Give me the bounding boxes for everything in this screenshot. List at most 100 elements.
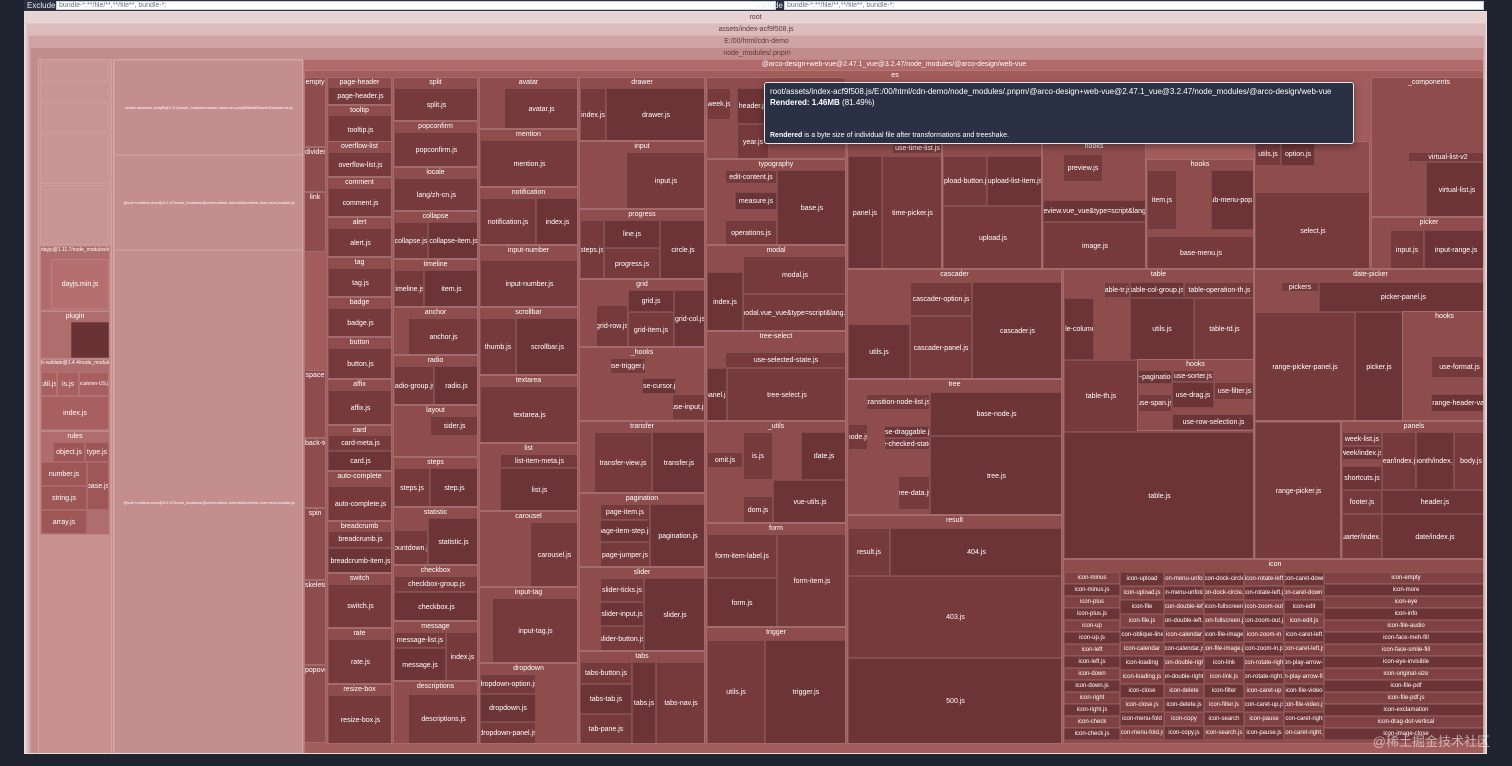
icon-file-leaf[interactable]: icon-link [1204, 656, 1244, 670]
group-_components[interactable]: _components virtual-list-v2 virtual-list.j… [1371, 77, 1483, 217]
icon-file-leaf[interactable]: icon-fullscreen.js [1204, 614, 1244, 628]
file-leaf[interactable]: statistic.js [428, 518, 477, 564]
file-leaf[interactable]: date.js [801, 432, 845, 480]
icon-file-leaf[interactable]: icon-loading.js [1120, 670, 1164, 684]
group-descriptions[interactable]: descriptions descriptions.js [393, 681, 478, 744]
file-leaf[interactable]: slider-button.js [600, 626, 644, 650]
file-leaf[interactable]: tabs.js [632, 662, 656, 743]
group-overflow-list[interactable]: overflow-list overflow-list.js [327, 141, 392, 177]
icon-file-leaf[interactable]: icon-double-right.js [1164, 670, 1204, 684]
file-leaf[interactable]: use-input.js [672, 394, 704, 420]
group-divider[interactable]: divider [305, 147, 326, 192]
icon-file-leaf[interactable]: icon-right [1064, 692, 1120, 704]
file-leaf[interactable]: tree.js [930, 436, 1061, 514]
file-leaf[interactable]: alert.js [328, 228, 391, 256]
file-leaf[interactable]: comment.js [328, 188, 391, 216]
file-leaf[interactable]: scrollbar.js [516, 318, 577, 374]
file-leaf[interactable]: list.js [500, 468, 577, 510]
group-cascader[interactable]: cascader cascader-option.js utils.js cascad… [847, 269, 1062, 379]
file-leaf[interactable]: month/index.js [1416, 432, 1454, 490]
file-leaf[interactable]: page-item-step.js [600, 520, 650, 542]
leaf-number[interactable]: number.js [41, 462, 87, 486]
icon-file-leaf[interactable]: icon-file-video [1284, 684, 1324, 698]
file-leaf[interactable]: utils.js [848, 324, 910, 378]
icon-file-leaf[interactable]: icon-zoom-out [1244, 600, 1284, 614]
file-leaf[interactable]: use-pagination.js [1138, 370, 1172, 384]
file-leaf[interactable]: tree-select.js [727, 368, 845, 420]
node-arco[interactable]: @arco-design+web-vue@2.47.1_vue@3.2.47/n… [303, 59, 1483, 753]
group-locale[interactable]: locale lang/zh-cn.js [393, 167, 478, 211]
file-leaf[interactable]: grid-col.js [674, 290, 704, 346]
icon-file-leaf[interactable]: icon-pause [1244, 712, 1284, 726]
group-rate[interactable]: rate rate.js [327, 628, 392, 684]
file-leaf[interactable]: resize-box.js [328, 695, 391, 743]
file-leaf[interactable]: avatar.js [504, 88, 577, 128]
icon-file-leaf[interactable]: icon-plus [1064, 596, 1120, 608]
file-leaf[interactable]: picker-panel.js [1319, 282, 1483, 312]
icon-file-leaf[interactable]: icon-check.js [1064, 728, 1120, 740]
icon-file-leaf[interactable]: icon-caret-up.js [1244, 698, 1284, 712]
file-leaf[interactable]: upload.js [943, 206, 1041, 268]
file-leaf[interactable]: collapse-item.js [428, 222, 477, 258]
file-leaf[interactable]: index.js [580, 88, 606, 140]
icon-file-leaf[interactable]: icon-calendar.js [1164, 642, 1204, 656]
file-leaf[interactable]: result.js [848, 528, 890, 576]
group-card[interactable]: card card-meta.js card.js [327, 425, 392, 471]
group-modal[interactable]: modal modal.js index.js modal.vue_vue&type=… [706, 245, 846, 331]
file-leaf[interactable]: image.js [1043, 222, 1145, 268]
group-input[interactable]: input input.js [579, 141, 705, 209]
file-leaf[interactable]: time-picker.js [882, 156, 941, 268]
file-leaf[interactable]: input.js [1390, 230, 1424, 268]
group-transfer[interactable]: transfer transfer-view.js transfer.js [579, 421, 705, 493]
group-form[interactable]: form form-item-label.js form.js form-item.j… [706, 523, 846, 627]
group-grid[interactable]: grid grid-row.js grid.js grid-item.js grid-c… [579, 279, 705, 347]
file-leaf[interactable]: item.js [424, 270, 477, 306]
file-leaf[interactable]: year/index.js [1382, 432, 1416, 490]
file-leaf[interactable]: week-list.js [1342, 432, 1382, 446]
icon-file-leaf[interactable]: icon-file.js [1120, 614, 1164, 628]
file-leaf[interactable]: table-th.js [1064, 360, 1138, 432]
icon-file-leaf[interactable]: icon-file-image [1204, 628, 1244, 642]
icon-file-leaf[interactable]: icon-info [1324, 608, 1483, 620]
file-leaf[interactable]: base-node.js [930, 392, 1061, 436]
icon-file-leaf[interactable]: icon-menu-fold.js [1120, 726, 1164, 740]
file-leaf[interactable]: index.js [707, 272, 743, 330]
group-page-header[interactable]: page-header page-header.js [327, 77, 392, 105]
icon-file-leaf[interactable]: icon-menu-unfold.js [1164, 586, 1204, 600]
file-leaf[interactable]: table-col-group.js [1130, 282, 1184, 298]
group-layout[interactable]: layout sider.js [393, 405, 478, 457]
group-hooks[interactable]: hooks preview.js preview.vue_vue&type=scri… [1042, 141, 1146, 269]
file-leaf[interactable]: use-draggable.js [884, 426, 930, 438]
icon-file-leaf[interactable]: icon-upload.js [1120, 586, 1164, 600]
file-leaf[interactable]: picker.js [1355, 312, 1403, 420]
group-hooks[interactable]: hooks item.js sub-menu-pop.js base-menu.js [1146, 159, 1254, 269]
icon-file-leaf[interactable]: icon-file-pdf.js [1324, 692, 1483, 704]
leaf-base[interactable]: base.js [87, 462, 109, 510]
file-leaf[interactable]: use-checked-state.js [884, 438, 930, 450]
file-leaf[interactable]: auto-complete.js [328, 486, 391, 520]
file-leaf[interactable]: utils.js [707, 640, 765, 743]
file-leaf[interactable]: thumb.js [480, 318, 516, 374]
file-leaf[interactable]: table-tr.js [1104, 282, 1130, 298]
icon-file-leaf[interactable]: icon-face-smile-fill [1324, 644, 1483, 656]
small-block[interactable] [40, 61, 110, 81]
group-skeleton[interactable]: skeleton [305, 580, 326, 665]
file-leaf[interactable]: textarea.js [480, 386, 577, 442]
file-leaf[interactable]: item.js [1147, 170, 1177, 230]
leaf-locale[interactable]: locale/en-US.js [79, 372, 109, 396]
icon-file-leaf[interactable]: icon-up [1064, 620, 1120, 632]
icon-file-leaf[interactable]: icon-caret-down.js [1284, 586, 1324, 600]
file-leaf[interactable]: card-meta.js [328, 435, 391, 451]
group-button[interactable]: button button.js [327, 337, 392, 379]
file-leaf[interactable]: checkbox-group.js [394, 576, 477, 592]
group-link[interactable]: link [305, 192, 326, 252]
file-leaf[interactable]: overflow-list.js [328, 152, 391, 176]
icon-file-leaf[interactable]: icon-down.js [1064, 680, 1120, 692]
group-steps[interactable]: steps steps.js step.js [393, 457, 478, 507]
file-leaf[interactable]: tag.js [328, 268, 391, 296]
icon-file-leaf[interactable]: icon-minus.js [1064, 584, 1120, 596]
file-leaf[interactable]: slider-ticks.js [600, 578, 644, 602]
file-leaf[interactable]: input.js [626, 152, 704, 208]
file-leaf[interactable]: timeline.js [394, 270, 424, 306]
